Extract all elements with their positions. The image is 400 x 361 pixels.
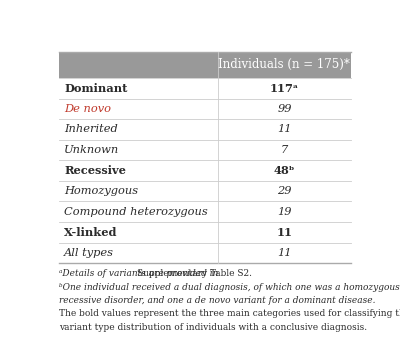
Bar: [59, 140, 351, 160]
Text: 48ᵇ: 48ᵇ: [274, 165, 295, 176]
Text: 117ᵃ: 117ᵃ: [270, 83, 299, 94]
Text: recessive disorder, and one a de novo variant for a dominant disease.: recessive disorder, and one a de novo va…: [59, 296, 376, 305]
Text: variant type distribution of individuals with a conclusive diagnosis.: variant type distribution of individuals…: [59, 323, 368, 332]
Text: 99: 99: [277, 104, 292, 114]
Text: Homozygous: Homozygous: [64, 186, 138, 196]
Bar: [59, 181, 351, 201]
Text: All types: All types: [64, 248, 114, 258]
Text: ᵃDetails of variants are provided in: ᵃDetails of variants are provided in: [59, 269, 222, 278]
Text: 11: 11: [277, 248, 292, 258]
Text: 19: 19: [277, 207, 292, 217]
Text: 29: 29: [277, 186, 292, 196]
Text: ᵇOne individual received a dual diagnosis, of which one was a homozygous variant: ᵇOne individual received a dual diagnosi…: [59, 283, 400, 292]
Bar: [59, 78, 351, 99]
Text: X-linked: X-linked: [64, 227, 118, 238]
Text: Compound heterozygous: Compound heterozygous: [64, 207, 208, 217]
Bar: [59, 119, 351, 140]
Text: Individuals (n = 175)*: Individuals (n = 175)*: [218, 58, 350, 71]
Text: The bold values represent the three main categories used for classifying the inh: The bold values represent the three main…: [59, 309, 400, 318]
Bar: [59, 243, 351, 263]
Text: Supplementary Table S2.: Supplementary Table S2.: [137, 269, 252, 278]
Bar: [59, 160, 351, 181]
Text: Recessive: Recessive: [64, 165, 126, 176]
Bar: [59, 201, 351, 222]
Text: 11: 11: [277, 125, 292, 135]
Text: 7: 7: [281, 145, 288, 155]
Text: Unknown: Unknown: [64, 145, 119, 155]
Bar: [59, 222, 351, 243]
Bar: [59, 52, 351, 78]
Text: De novo: De novo: [64, 104, 111, 114]
Text: Dominant: Dominant: [64, 83, 127, 94]
Bar: [59, 99, 351, 119]
Text: Inherited: Inherited: [64, 125, 118, 135]
Text: 11: 11: [276, 227, 292, 238]
